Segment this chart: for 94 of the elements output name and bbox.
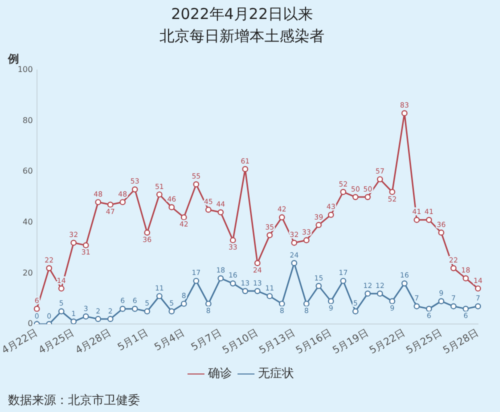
y-tick-label: 100 [18,65,33,74]
point [70,240,77,246]
x-tick-label: 5月13日 [258,328,297,357]
point [438,230,444,236]
y-tick-label: 40 [22,218,33,227]
point [120,199,126,206]
point [205,300,212,307]
point [58,285,64,292]
x-tick-label: 5月7日 [190,328,224,354]
chart-title: 2022年4月22日以来 [171,4,313,23]
point [266,293,273,300]
point [156,191,162,198]
point [462,306,469,312]
point [389,188,396,195]
point [352,194,359,200]
x-tick-label: 5月16日 [294,328,334,357]
point [218,275,224,282]
point [340,188,346,195]
point [401,110,408,116]
point [205,206,212,213]
point [218,209,224,216]
point [82,242,89,248]
point [426,216,432,223]
point [278,214,285,220]
point [340,278,346,284]
point [401,280,408,286]
point [254,260,260,266]
point [230,237,236,244]
point [168,204,175,210]
point [107,202,114,208]
point [328,212,334,218]
point [316,222,322,228]
source-note: 数据来源：北京市卫健委 [8,392,140,409]
x-tick-label: 5月4日 [152,328,187,354]
point [168,308,175,314]
point [303,237,310,244]
point [438,298,444,304]
point [144,308,150,314]
point [414,216,420,223]
y-axis-title: 例 [7,52,19,66]
point [180,214,187,220]
point [389,298,396,304]
x-tick-label: 5月22日 [368,328,408,357]
point [180,300,187,307]
point [254,288,260,294]
legend-label: 确诊 [207,366,232,380]
point [474,303,482,310]
point [278,300,285,307]
point [426,306,432,312]
y-tick-label: 60 [22,166,33,176]
point [242,288,248,294]
point [291,240,298,246]
point [156,293,162,300]
point [193,181,200,188]
x-tick-label: 4月25日 [37,328,76,357]
point [316,282,322,290]
point [450,265,457,272]
y-tick-label: 0 [28,319,33,328]
point [132,306,138,312]
point [82,313,89,320]
point [230,280,236,286]
point [34,306,40,312]
point [364,290,371,297]
point [414,303,420,310]
point [376,176,384,182]
point [46,265,52,272]
point [193,278,200,284]
point [107,316,114,322]
point [328,298,334,304]
point [474,285,482,292]
x-tick-label: 5月10日 [220,328,260,357]
point [376,290,384,297]
point [291,260,298,266]
point [450,303,457,310]
point [70,318,77,324]
y-tick-label: 20 [22,268,33,278]
legend-label: 无症状 [258,366,294,380]
point [95,316,102,322]
point [120,306,126,312]
point [352,308,359,314]
x-tick-label: 4月22日 [0,328,40,357]
point [242,166,248,172]
point [58,308,64,314]
x-tick-label: 4月28日 [74,328,114,357]
point [462,275,469,282]
y-tick-label: 80 [22,116,33,125]
chart-subtitle: 北京每日新增本土感染者 [160,26,324,45]
point [266,232,273,238]
point [144,230,150,236]
point [364,194,371,200]
point [95,199,102,206]
point [132,186,138,192]
point [303,300,310,307]
x-tick-label: 5月1日 [116,328,150,354]
